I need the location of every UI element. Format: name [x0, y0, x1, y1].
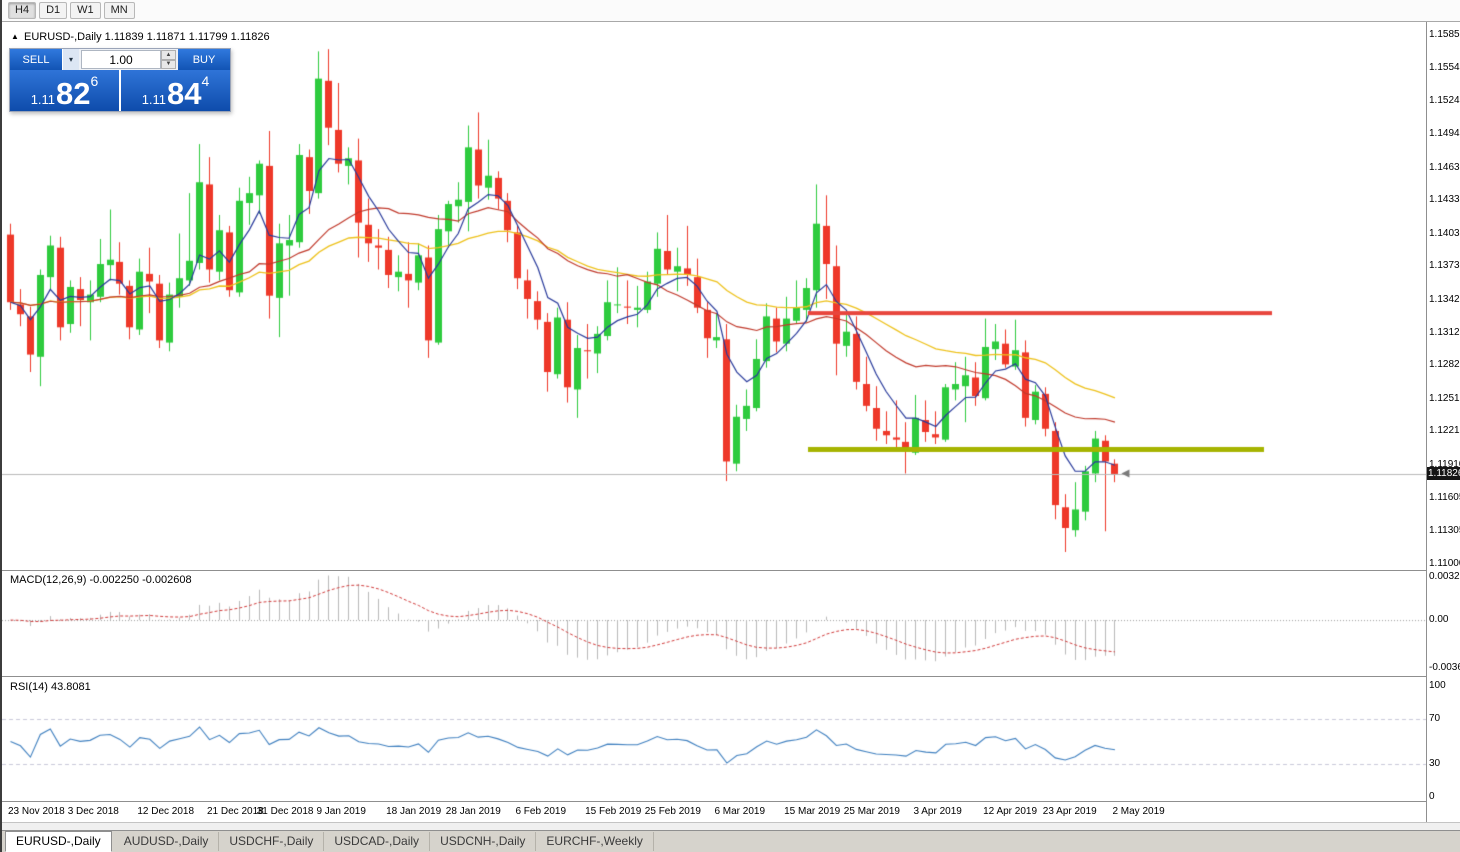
tab-usdcad-daily[interactable]: USDCAD-,Daily [324, 832, 431, 851]
price-chart-canvas[interactable] [2, 22, 1426, 822]
sell-price-big: 82 [56, 76, 91, 111]
time-axis-label: 21 Dec 2018 [207, 806, 264, 817]
scale-border [1426, 22, 1427, 822]
scale-label: 1.13120 [1429, 326, 1460, 338]
scale-label: -0.00365 [1429, 662, 1460, 673]
scale-label: 1.15850 [1429, 29, 1460, 40]
scale-label: 1.15245 [1429, 94, 1460, 106]
time-axis-label: 6 Mar 2019 [714, 806, 766, 817]
timeframe-toolbar: H4 D1 W1 MN [2, 0, 1460, 22]
current-price-value: 1.11826 [1428, 467, 1460, 479]
one-click-trading-panel: SELL ▾ ▲ ▼ BUY 1.11 82 6 1.11 [9, 48, 231, 112]
time-axis-label: 28 Jan 2019 [445, 806, 501, 817]
timeframe-d1-button[interactable]: D1 [39, 2, 68, 19]
tab-eurchf-weekly[interactable]: EURCHF-,Weekly [536, 832, 654, 851]
timeframe-w1-button[interactable]: W1 [70, 2, 101, 19]
pane-separator[interactable] [2, 570, 1460, 571]
price-scale[interactable]: 1.11826 1.15850 1.15545 1.15245 1.14940 1.14… [1427, 22, 1460, 822]
scale-label: 1.14635 [1429, 161, 1460, 173]
volume-decrease-button[interactable]: ▼ [161, 59, 176, 69]
time-axis-label: 15 Feb 2019 [585, 806, 642, 817]
chart-tab-bar: EURUSD-,Daily AUDUSD-,Daily USDCHF-,Dail… [2, 830, 1460, 852]
chevron-down-icon: ▾ [68, 55, 73, 64]
tab-usdcnh-daily[interactable]: USDCNH-,Daily [430, 832, 537, 851]
scale-label: 30 [1429, 757, 1441, 769]
scale-label: 100 [1429, 680, 1446, 691]
trade-panel-controls: SELL ▾ ▲ ▼ BUY [10, 49, 230, 70]
sell-price-sup: 6 [90, 73, 99, 89]
buy-price-button[interactable]: 1.11 84 4 [121, 70, 230, 111]
time-axis-label: 3 Dec 2018 [67, 806, 119, 817]
time-axis[interactable]: 23 Nov 2018 3 Dec 2018 12 Dec 2018 21 Dec 2… [2, 804, 1426, 820]
sell-button[interactable]: SELL [10, 49, 62, 70]
time-axis-label: 31 Dec 2018 [256, 806, 314, 817]
time-axis-label: 3 Apr 2019 [913, 806, 962, 817]
sell-price-button[interactable]: 1.11 82 6 [10, 70, 119, 111]
scale-label: 0.003282 [1429, 571, 1460, 582]
time-axis-label: 6 Feb 2019 [515, 806, 567, 817]
time-axis-label: 15 Mar 2019 [784, 806, 841, 817]
scale-label: 1.14940 [1429, 128, 1460, 140]
scale-label: 1.13425 [1429, 293, 1460, 305]
macd-indicator-label: MACD(12,26,9) -0.002250 -0.002608 [10, 574, 192, 586]
scale-label: 1.14030 [1429, 227, 1460, 239]
rsi-indicator-label: RSI(14) 43.8081 [10, 681, 91, 693]
scale-label: 1.15545 [1429, 62, 1460, 74]
buy-price-prefix: 1.11 [141, 92, 167, 107]
scale-label: 0.00 [1429, 614, 1449, 626]
volume-input[interactable] [81, 50, 161, 69]
volume-stepper: ▲ ▼ [161, 50, 176, 69]
window-frame-strip [2, 822, 1460, 830]
sell-price-prefix: 1.11 [30, 92, 56, 107]
scale-label: 1.12820 [1429, 359, 1460, 371]
time-axis-label: 9 Jan 2019 [316, 806, 366, 817]
time-axis-label: 2 May 2019 [1112, 806, 1165, 817]
time-axis-label: 23 Apr 2019 [1042, 806, 1097, 817]
chart-ohlc-header: ▲ EURUSD-,Daily 1.11839 1.11871 1.11799 … [11, 31, 270, 43]
trade-panel-prices: 1.11 82 6 1.11 84 4 [10, 70, 230, 111]
time-axis-label: 25 Feb 2019 [644, 806, 701, 817]
time-axis-label: 25 Mar 2019 [843, 806, 900, 817]
scale-label: 1.12515 [1429, 392, 1460, 404]
scale-label: 70 [1429, 713, 1441, 725]
scale-label: 1.11910 [1429, 458, 1460, 470]
time-axis-label: 23 Nov 2018 [8, 806, 65, 817]
timeframe-mn-button[interactable]: MN [103, 2, 135, 19]
up-marker-icon: ▲ [11, 32, 19, 41]
volume-dropdown-button[interactable]: ▾ [62, 49, 79, 70]
buy-button[interactable]: BUY [178, 49, 230, 70]
timeframe-h4-button[interactable]: H4 [8, 2, 37, 19]
tab-usdchf-daily[interactable]: USDCHF-,Daily [219, 832, 325, 851]
tab-audusd-daily[interactable]: AUDUSD-,Daily [114, 832, 220, 851]
scale-label: 1.12215 [1429, 425, 1460, 437]
scale-label: 1.13730 [1429, 260, 1460, 272]
pane-separator[interactable] [2, 801, 1460, 802]
chart-symbol-label: EURUSD-,Daily [23, 31, 102, 43]
volume-increase-button[interactable]: ▲ [161, 50, 176, 60]
scale-label: 1.11605 [1429, 492, 1460, 503]
buy-price-big: 84 [167, 76, 202, 111]
time-axis-label: 18 Jan 2019 [386, 806, 442, 817]
tab-eurusd-daily[interactable]: EURUSD-,Daily [5, 830, 112, 852]
scale-label: 1.11305 [1429, 524, 1460, 536]
chart-ohlc-values: 1.11839 1.11871 1.11799 1.11826 [104, 31, 270, 43]
scale-label: 0 [1429, 791, 1435, 802]
pane-separator[interactable] [2, 676, 1460, 677]
current-price-tag: 1.11826 [1427, 466, 1460, 480]
time-axis-label: 12 Dec 2018 [137, 806, 195, 817]
buy-price-sup: 4 [201, 73, 210, 89]
chart-window: ▲ EURUSD-,Daily 1.11839 1.11871 1.11799 … [2, 22, 1460, 822]
scale-label: 1.14335 [1429, 194, 1460, 206]
time-axis-label: 12 Apr 2019 [983, 806, 1038, 817]
